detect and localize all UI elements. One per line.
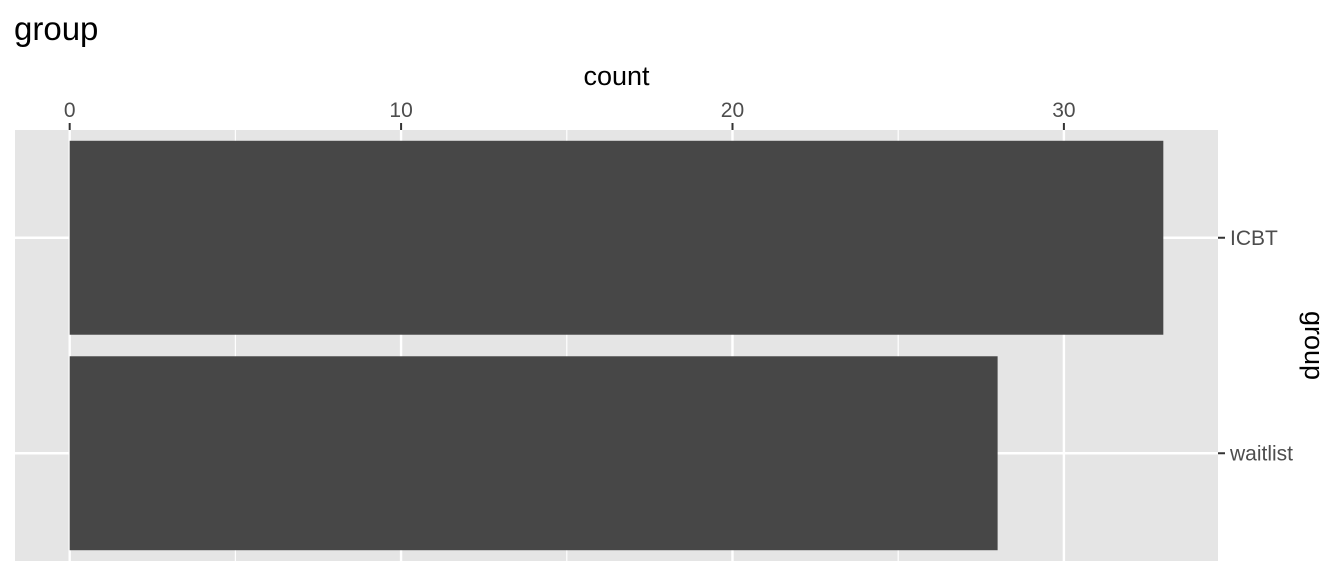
x-tick-label: 30 (1052, 99, 1075, 122)
bars (69, 140, 1164, 551)
x-axis: 0 10 20 30 (64, 99, 1076, 130)
x-tick-label: 10 (389, 99, 412, 122)
x-tick-label: 0 (64, 99, 76, 122)
y-tick-label: ICBT (1230, 227, 1278, 250)
y-tick-label: waitlist (1229, 442, 1293, 465)
x-axis-title: count (583, 61, 650, 91)
bar-icbt (69, 140, 1164, 335)
y-axis-title: group (1299, 311, 1329, 380)
y-axis: waitlist ICBT (1218, 227, 1293, 465)
chart-title: group (14, 10, 98, 47)
bar-waitlist (69, 356, 998, 551)
x-tick-label: 20 (721, 99, 744, 122)
